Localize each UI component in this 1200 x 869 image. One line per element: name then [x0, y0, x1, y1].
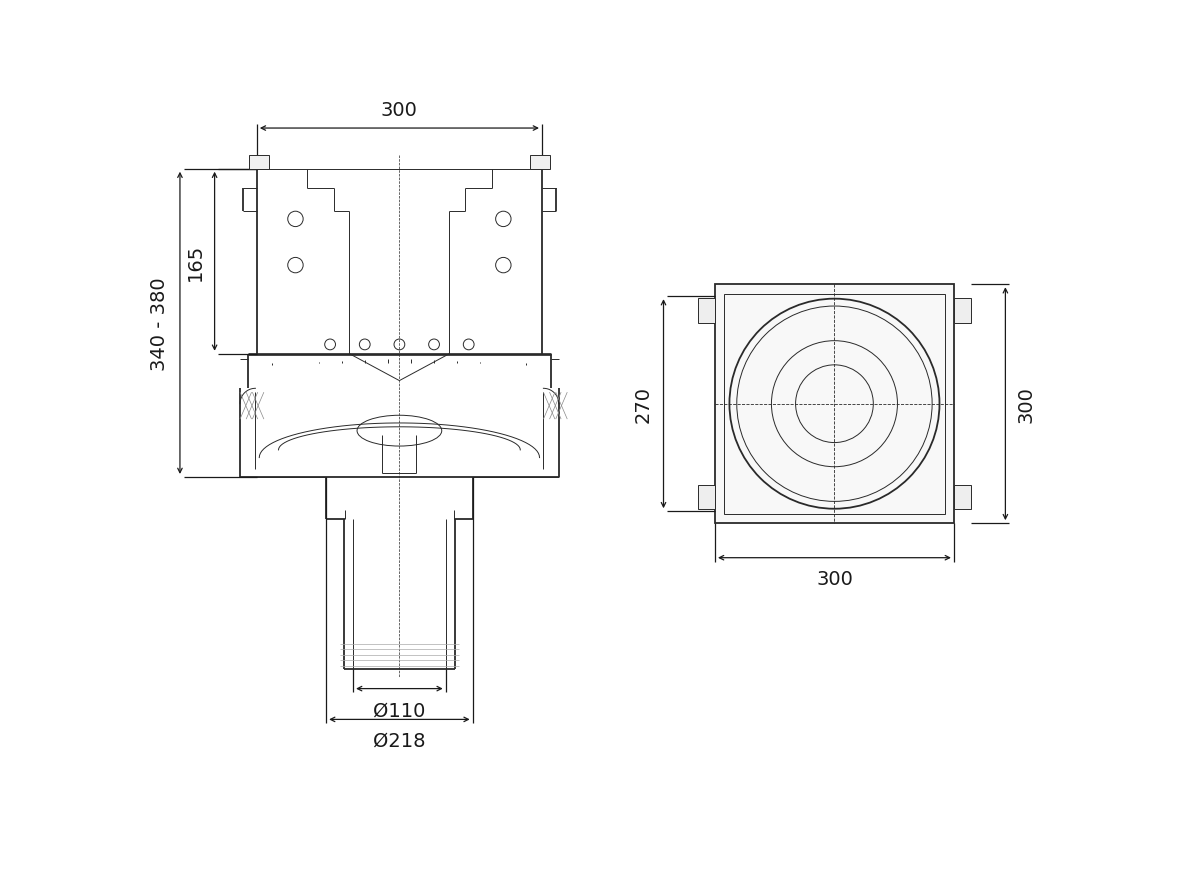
Text: 300: 300 [380, 101, 418, 120]
Bar [954, 299, 971, 323]
Bar [954, 485, 971, 509]
Bar [725, 295, 944, 514]
Bar [715, 285, 954, 523]
Text: 340 - 380: 340 - 380 [150, 276, 169, 370]
Bar [530, 156, 550, 169]
Bar [698, 485, 715, 509]
Text: Ø218: Ø218 [373, 731, 426, 750]
Bar [698, 299, 715, 323]
Text: 165: 165 [186, 243, 205, 281]
Text: 300: 300 [1016, 386, 1036, 422]
Text: 300: 300 [816, 569, 853, 588]
Bar [250, 156, 269, 169]
Text: Ø110: Ø110 [373, 700, 426, 720]
Text: 270: 270 [634, 386, 653, 422]
